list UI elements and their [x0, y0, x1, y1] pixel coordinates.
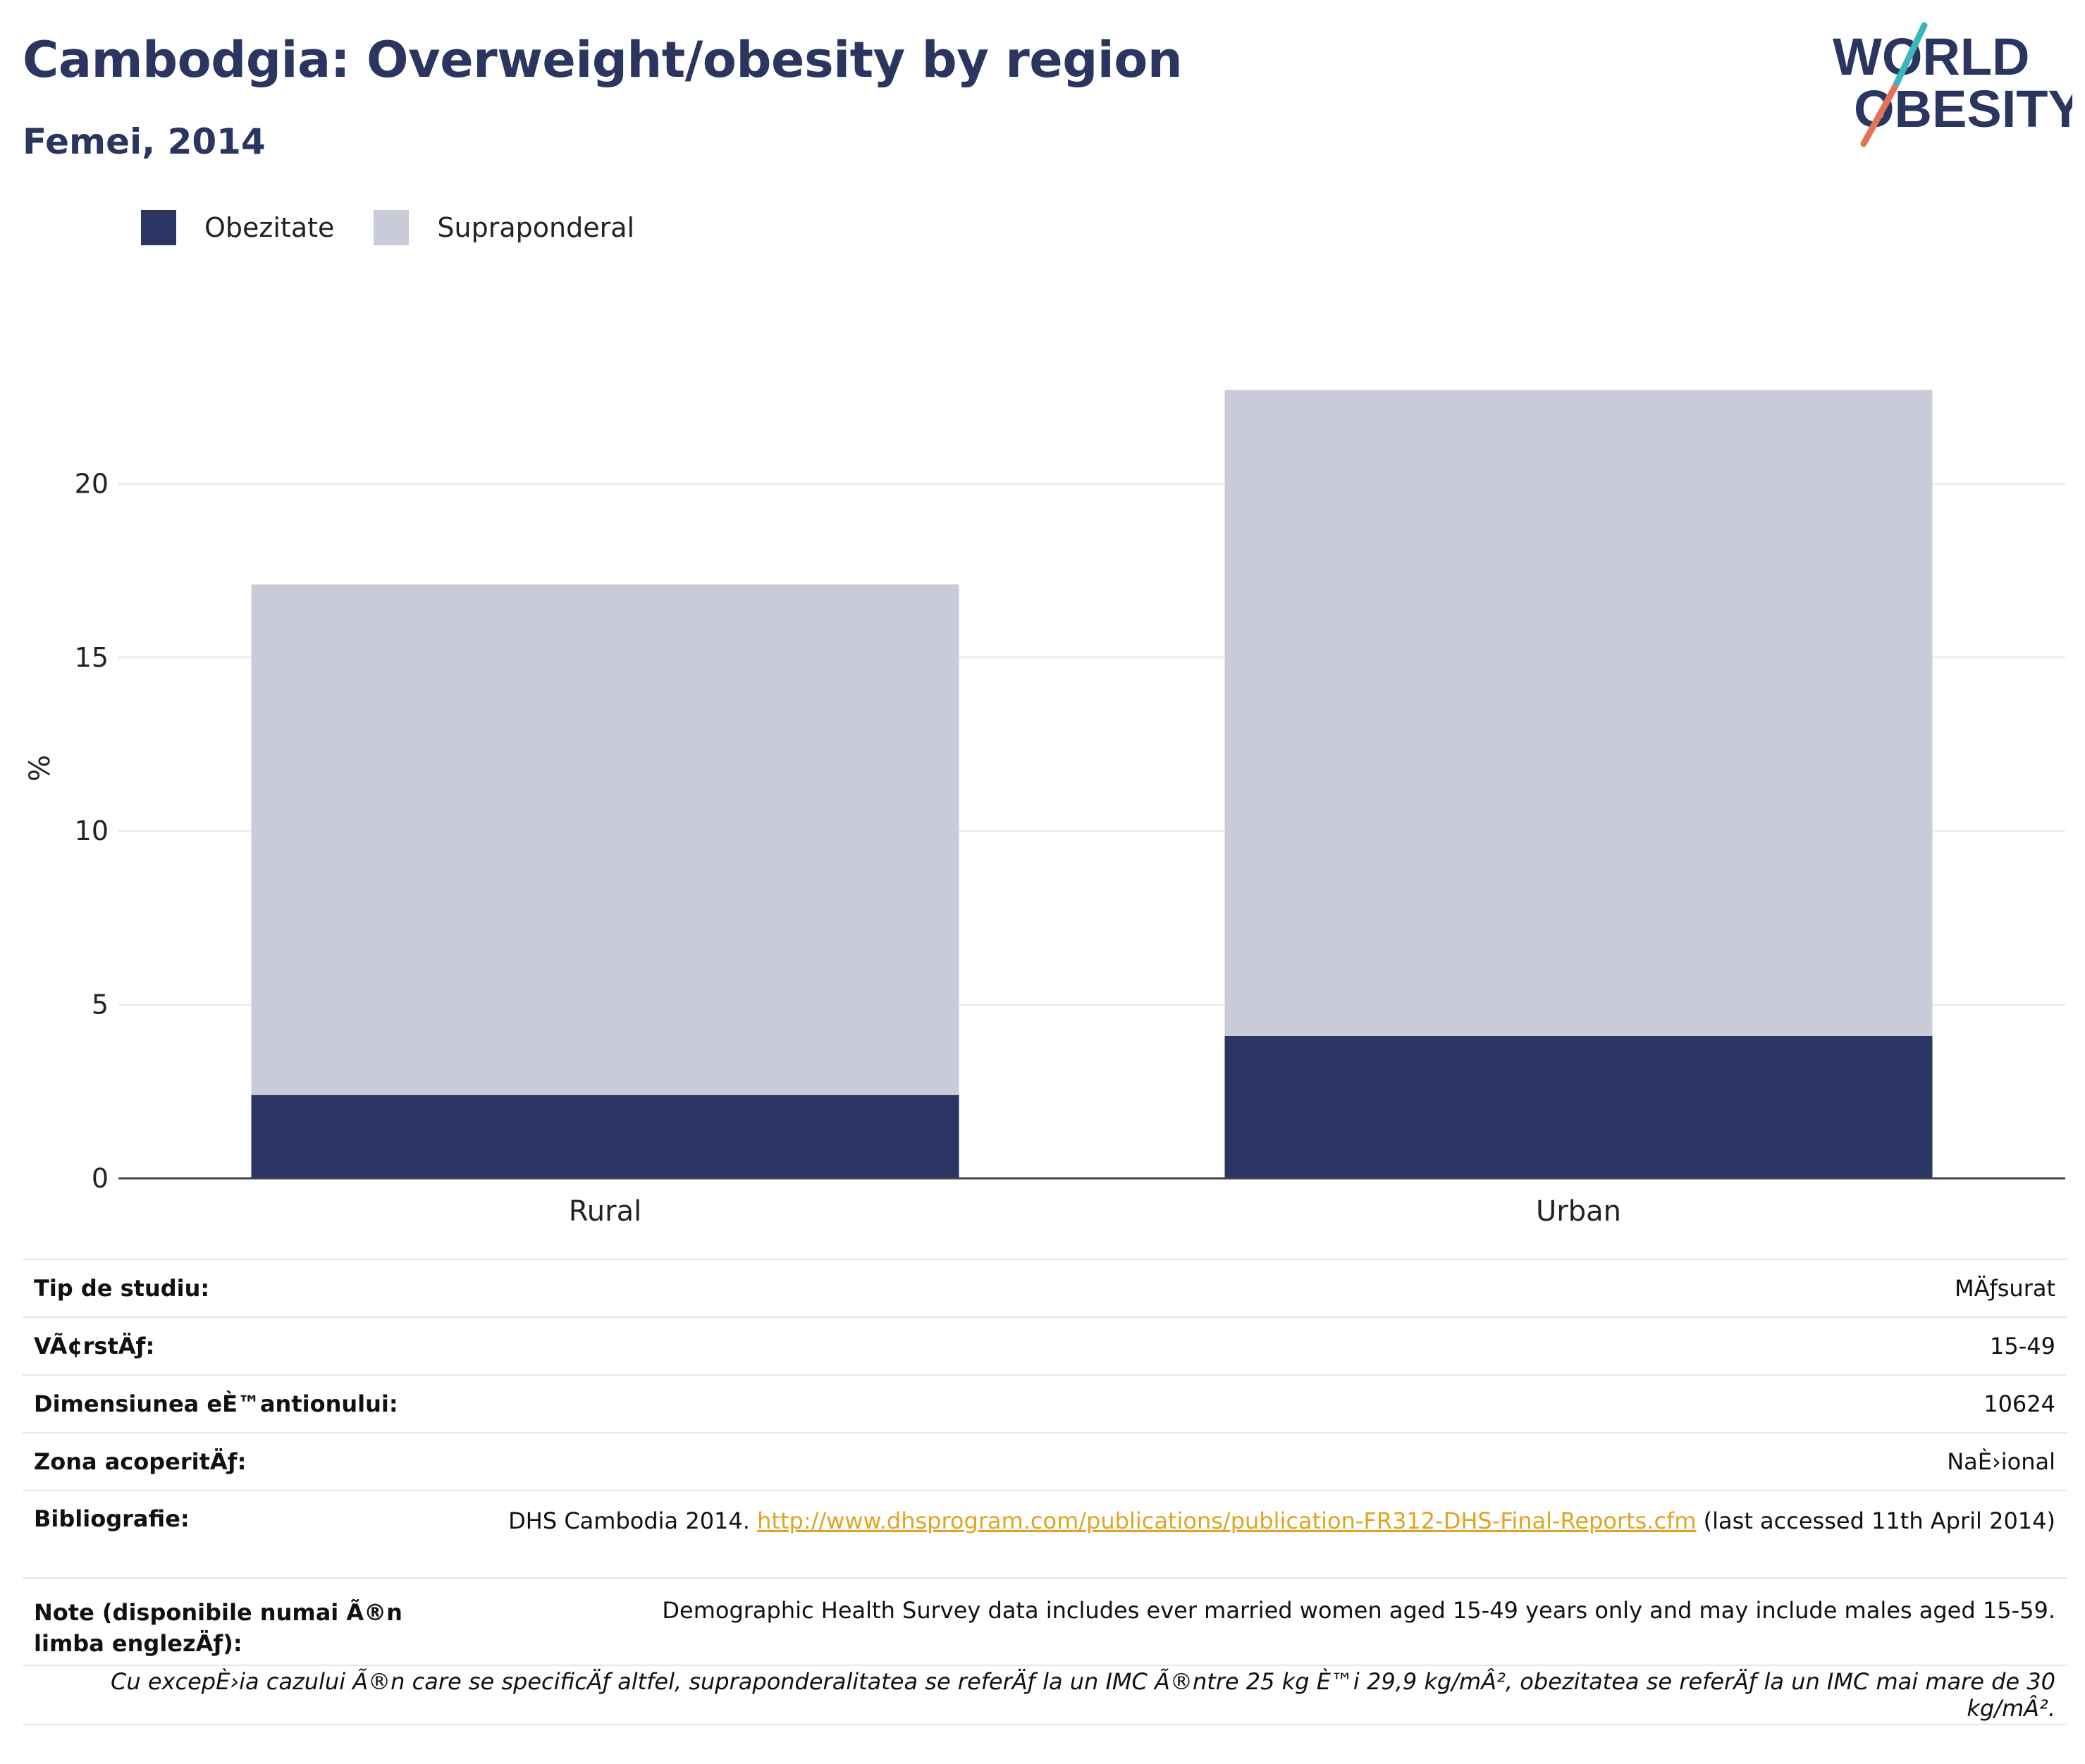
- x-tick-label: Rural: [569, 1195, 641, 1228]
- y-tick-label: 20: [75, 468, 109, 499]
- chart-title: Cambodgia: Overweight/obesity by region: [23, 31, 1183, 89]
- bar-chart: 0 5 10 15 20% Rural Urban: [24, 390, 2065, 1228]
- info-label-coverage: Zona acoperitÄƒ:: [23, 1432, 482, 1491]
- legend-label-overweight: Supraponderal: [437, 212, 635, 243]
- world-obesity-logo: WORLD OBESITY: [1833, 22, 2072, 147]
- y-axis-label: %: [24, 755, 56, 782]
- info-value-bibliography: DHS Cambodia 2014. http://www.dhsprogram…: [482, 1490, 2067, 1578]
- info-row-bibliography: Bibliografie: DHS Cambodia 2014. http://…: [23, 1490, 2067, 1578]
- info-label-bibliography: Bibliografie:: [23, 1490, 482, 1578]
- legend-swatch-obesity: [141, 210, 176, 245]
- info-label-age: VÃ¢rstÄƒ:: [23, 1316, 482, 1375]
- bibliography-prefix: DHS Cambodia 2014.: [508, 1507, 758, 1534]
- y-tick-label: 10: [75, 815, 109, 846]
- info-row-note: Note (disponibile numai Ã®n limba englez…: [23, 1577, 2067, 1665]
- bar-layer: [251, 390, 1933, 1178]
- info-footnote: Cu excepÈ›ia cazului Ã®n care se specifi…: [23, 1665, 2067, 1725]
- info-label-sample-size: Dimensiunea eÈ™antionului:: [23, 1374, 482, 1433]
- logo-coral-stroke: [1860, 84, 1898, 147]
- info-value-age: 15-49: [482, 1316, 2067, 1375]
- study-info-table: Tip de studiu: MÄƒsurat VÃ¢rstÄƒ: 15-49 …: [23, 1259, 2067, 1725]
- legend-item-obesity[interactable]: Obezitate: [141, 210, 334, 245]
- info-row-sample-size: Dimensiunea eÈ™antionului: 10624: [23, 1374, 2067, 1433]
- bibliography-link[interactable]: http://www.dhsprogram.com/publications/p…: [757, 1507, 1697, 1534]
- info-row-age: VÃ¢rstÄƒ: 15-49: [23, 1316, 2067, 1375]
- y-tick-label: 0: [92, 1163, 109, 1194]
- bibliography-suffix: (last accessed 11th April 2014): [1696, 1507, 2055, 1534]
- info-value-study-type: MÄƒsurat: [482, 1259, 2067, 1317]
- info-label-study-type: Tip de studiu:: [23, 1259, 482, 1317]
- legend-label-obesity: Obezitate: [204, 212, 335, 243]
- logo-line1: WORLD: [1833, 27, 2030, 86]
- info-row-footnote: Cu excepÈ›ia cazului Ã®n care se specifi…: [23, 1665, 2067, 1725]
- bar-urban-obezitate: [1224, 1035, 1933, 1178]
- legend-swatch-overweight: [374, 210, 410, 245]
- bar-urban-supraponderal: [1224, 390, 1933, 1036]
- logo-teal-stroke: [1891, 22, 1928, 91]
- y-tick-label: 5: [92, 989, 109, 1020]
- info-label-note: Note (disponibile numai Ã®n limba englez…: [23, 1577, 482, 1665]
- info-row-study-type: Tip de studiu: MÄƒsurat: [23, 1259, 2067, 1317]
- bar-rural-obezitate: [251, 1094, 959, 1178]
- legend-item-overweight[interactable]: Supraponderal: [374, 210, 634, 245]
- info-value-coverage: NaÈ›ional: [482, 1432, 2067, 1491]
- chart-legend: Obezitate Supraponderal: [141, 210, 674, 245]
- info-value-sample-size: 10624: [482, 1374, 2067, 1433]
- info-value-note: Demographic Health Survey data includes …: [482, 1577, 2067, 1665]
- axis-layer: 0 5 10 15 20% Rural Urban: [24, 468, 2065, 1228]
- chart-subtitle: Femei, 2014: [23, 121, 266, 162]
- bar-rural-supraponderal: [251, 584, 959, 1095]
- info-row-coverage: Zona acoperitÄƒ: NaÈ›ional: [23, 1432, 2067, 1491]
- y-tick-label: 15: [75, 642, 109, 673]
- x-tick-label: Urban: [1536, 1195, 1621, 1228]
